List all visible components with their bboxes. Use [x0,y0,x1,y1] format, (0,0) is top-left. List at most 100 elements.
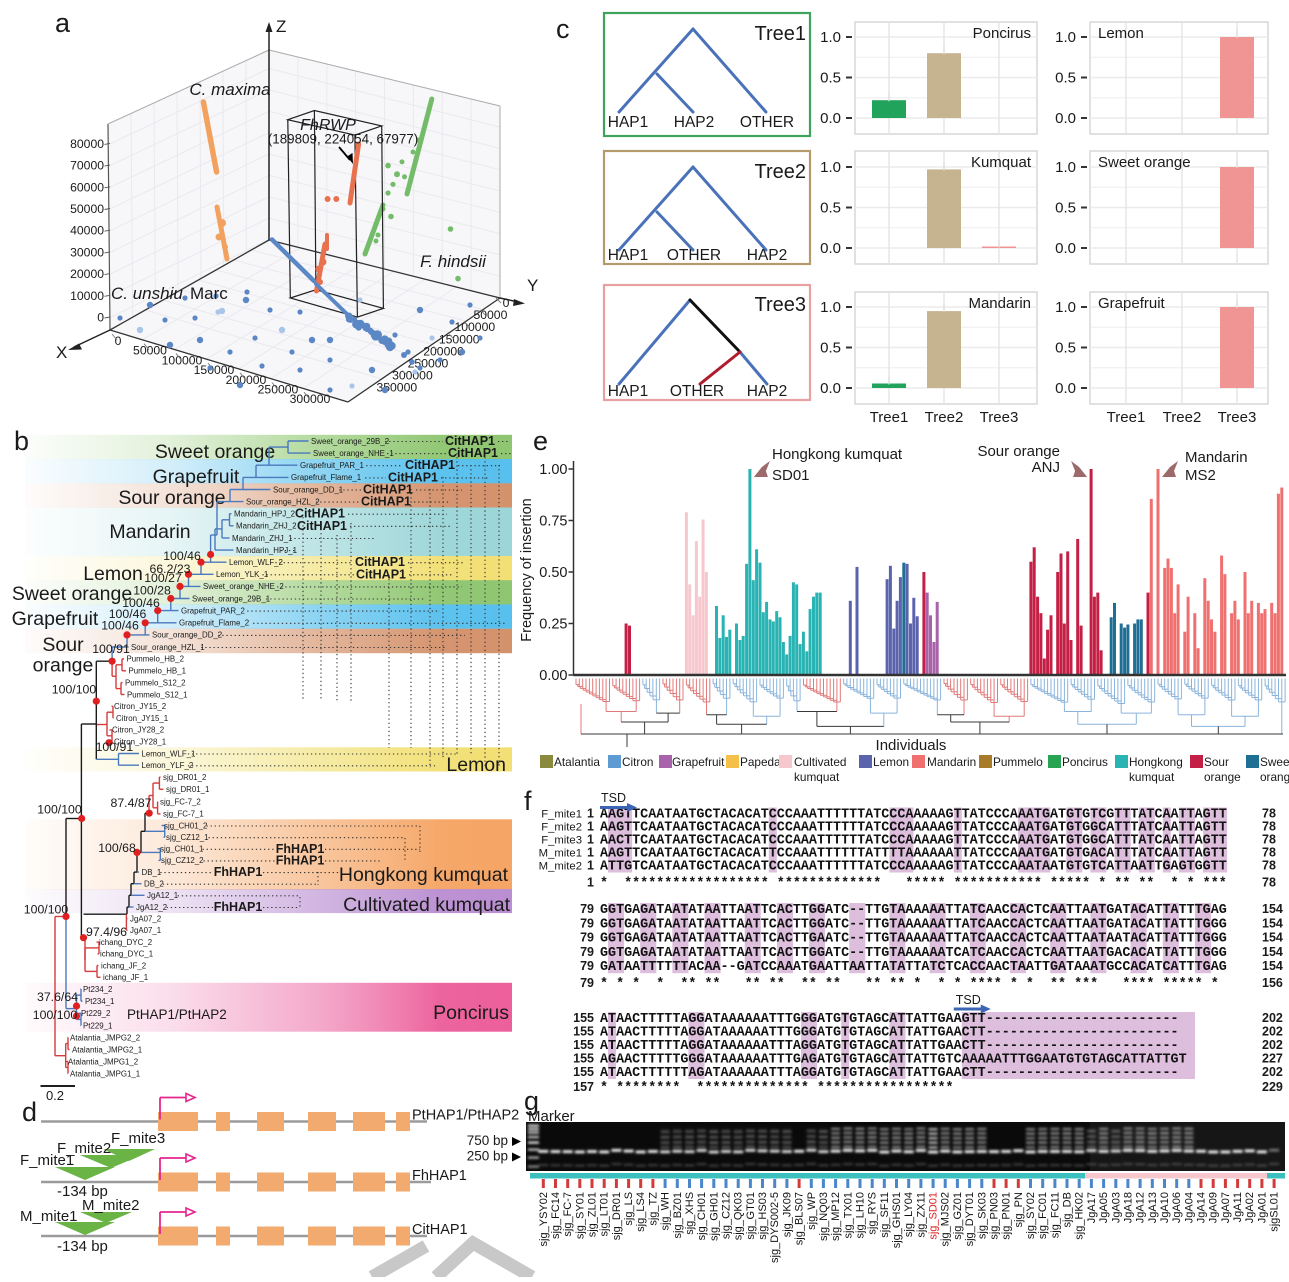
svg-text:0.2: 0.2 [46,1088,64,1103]
svg-text:154: 154 [1262,931,1283,945]
svg-text:Z: Z [276,17,286,36]
svg-text:GGTGAGATAATATAATTAATTCACTTGGAT: GGTGAGATAATATAATTAATTCACTTGGATC--TTGTAAA… [600,917,1227,932]
svg-text:154: 154 [1262,916,1283,930]
svg-text:JgA10: JgA10 [1159,1192,1171,1223]
svg-text:Lemon_YLK_1: Lemon_YLK_1 [216,570,268,579]
svg-text:Tree2: Tree2 [1163,409,1202,426]
svg-text:0: 0 [115,334,122,348]
svg-text:0.0: 0.0 [820,240,841,257]
svg-text:1.0: 1.0 [820,159,841,176]
svg-text:60000: 60000 [70,180,104,194]
svg-text:Sour_orange_HZL_1: Sour_orange_HZL_1 [131,643,205,652]
svg-text:155: 155 [573,1065,594,1079]
svg-text:sjg_LS: sjg_LS [623,1192,635,1226]
svg-text:Pummelo_HB_1: Pummelo_HB_1 [129,667,186,676]
svg-text:CitHAP1: CitHAP1 [412,1222,468,1238]
svg-text:JgA03: JgA03 [1110,1192,1122,1223]
svg-text:GGTGAGATAATATAATTAATTCACTTGGAT: GGTGAGATAATATAATTAATTCACTTGGATC--TTGTAAA… [600,946,1227,961]
svg-text:1: 1 [587,807,594,821]
svg-text:Citron: Citron [622,755,653,769]
svg-text:Atalantia_JMPG1_2: Atalantia_JMPG1_2 [68,1057,138,1066]
svg-text:orange: orange [1260,770,1289,784]
svg-text:FhHAP1: FhHAP1 [214,865,263,879]
svg-text:sjg_DB: sjg_DB [1062,1192,1074,1227]
svg-text:DB_1: DB_1 [142,868,162,877]
svg-text:156: 156 [1262,976,1283,990]
svg-text:100/46: 100/46 [163,549,201,563]
svg-text:Grapefruit: Grapefruit [1098,295,1166,312]
svg-text:79: 79 [580,916,594,930]
svg-text:Mandarin_ZHJ_2: Mandarin_ZHJ_2 [236,522,297,531]
svg-text:Grapefruit: Grapefruit [153,466,240,488]
svg-text:0.50: 0.50 [539,565,567,581]
svg-text:Sweet orange: Sweet orange [155,441,275,463]
svg-text:Lemon: Lemon [446,754,506,776]
svg-text:orange: orange [33,655,94,677]
svg-text:0.0: 0.0 [820,380,841,397]
svg-text:Sour_orange_DD_2: Sour_orange_DD_2 [152,631,222,640]
svg-text:ANJ: ANJ [1032,459,1060,476]
svg-text:Mandarin_HPJ_2: Mandarin_HPJ_2 [234,510,295,519]
svg-text:CitHAP1: CitHAP1 [297,519,347,533]
svg-text:d: d [22,1097,37,1127]
svg-text:Grapefruit_Flame_1: Grapefruit_Flame_1 [291,473,361,482]
svg-text:ichang_JF_2: ichang_JF_2 [101,961,146,970]
svg-text:Marc: Marc [190,284,228,303]
svg-text:Atalantia_JMPG2_2: Atalantia_JMPG2_2 [70,1033,140,1042]
svg-text:Sour orange: Sour orange [977,443,1060,460]
svg-text:37.6/64: 37.6/64 [37,990,78,1004]
svg-text:sjg_TZ: sjg_TZ [647,1192,659,1226]
svg-text:* * * * ** ** ** ** ** **: * * * * ** ** ** ** ** ** ** ** * * * **… [600,977,1219,992]
svg-text:78: 78 [1262,859,1276,873]
svg-text:0.00: 0.00 [539,668,567,684]
svg-text:JgA07_1: JgA07_1 [130,926,161,935]
svg-text:sjg_YSY02: sjg_YSY02 [538,1192,550,1246]
svg-text:ATAACTTTTTTAGATAAAAAATTTAGGATG: ATAACTTTTTTAGATAAAAAATTTAGGATGTGTAGCATTA… [600,1066,1179,1081]
svg-text:sjg_LT01: sjg_LT01 [599,1192,611,1236]
svg-text:Lemon_YLF_2: Lemon_YLF_2 [142,761,194,770]
svg-text:Pt229_1: Pt229_1 [83,1021,112,1030]
svg-text:Hongkong: Hongkong [1129,755,1183,769]
svg-text:0.0: 0.0 [1055,380,1076,397]
svg-text:M_mite1: M_mite1 [539,848,582,860]
svg-text:Sweet: Sweet [1260,755,1289,769]
svg-text:1: 1 [587,859,594,873]
svg-text:50000: 50000 [70,202,104,216]
svg-text:Poncirus: Poncirus [1062,755,1108,769]
svg-text:79: 79 [580,931,594,945]
svg-text:227: 227 [1262,1052,1283,1066]
svg-text:sjg_TX01: sjg_TX01 [842,1192,854,1238]
svg-text:0.5: 0.5 [1055,340,1076,357]
svg-text:Frequency of insertion: Frequency of insertion [519,498,535,641]
svg-text:sjg_MJS02: sjg_MJS02 [940,1192,952,1246]
svg-text:sjg_FC-7: sjg_FC-7 [562,1192,574,1237]
svg-text:sjg_SK03: sjg_SK03 [976,1192,988,1239]
svg-text:Lemon: Lemon [83,563,143,585]
svg-text:154: 154 [1262,959,1283,973]
svg-text:10000: 10000 [70,289,104,303]
svg-text:Poncirus: Poncirus [973,25,1031,42]
svg-text:C. unshiu: C. unshiu [111,284,183,303]
svg-text:Tree3: Tree3 [1218,409,1257,426]
svg-text:Sweet_orange_NHE_2: Sweet_orange_NHE_2 [203,582,284,591]
svg-text:78: 78 [1262,833,1276,847]
svg-text:sjg_GHS01: sjg_GHS01 [891,1192,903,1248]
svg-text:JgA13: JgA13 [1147,1192,1159,1223]
svg-text:154: 154 [1262,945,1283,959]
svg-text:Tree2: Tree2 [925,409,964,426]
svg-text:JgA02: JgA02 [1244,1192,1256,1223]
svg-text:Pt229_2: Pt229_2 [81,1009,110,1018]
svg-text:ATTGTCAATAATGCTACACATCCCAAATTT: ATTGTCAATAATGCTACACATCCCAAATTTTTTATCCCAA… [600,860,1227,875]
svg-text:JgA04: JgA04 [1183,1192,1195,1223]
svg-text:JgA12_2: JgA12_2 [136,903,167,912]
svg-text:sjg_GT01: sjg_GT01 [745,1192,757,1240]
svg-text:100/68: 100/68 [98,841,136,855]
svg-text:0.5: 0.5 [820,70,841,87]
svg-text:sjg_HK02: sjg_HK02 [1074,1192,1086,1240]
svg-text:sjg_CZ12_1: sjg_CZ12_1 [166,833,209,842]
svg-text:100/100: 100/100 [33,1008,78,1022]
svg-text:GATAATTTTTTACAA--GATCCAAATGAAT: GATAATTTTTTACAA--GATCCAAATGAATTAATTATATT… [600,960,1227,975]
svg-text:HAP2: HAP2 [747,247,788,264]
svg-text:PtHAP1/PtHAP2: PtHAP1/PtHAP2 [127,1007,227,1022]
svg-text:0.5: 0.5 [820,200,841,217]
